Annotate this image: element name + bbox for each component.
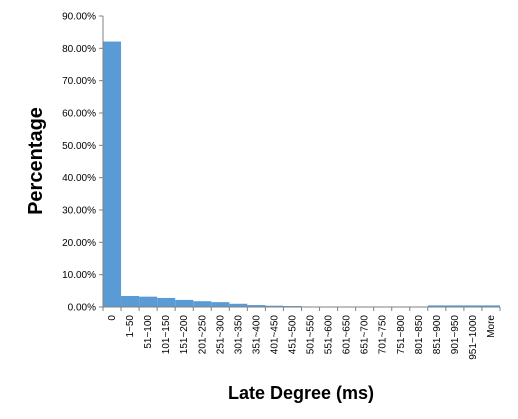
bar-351-400 — [247, 305, 266, 307]
x-tick-label: 751~800 — [396, 315, 407, 355]
x-tick-label: 351~400 — [251, 315, 262, 355]
x-tick-label: 451~500 — [287, 315, 298, 355]
x-tick-label: 0 — [107, 315, 118, 321]
bar-0 — [103, 41, 122, 307]
x-tick-label: 251~300 — [215, 315, 226, 355]
bar-951-1000 — [463, 305, 482, 307]
bar-151-200 — [175, 299, 194, 307]
y-tick-label: 40.00% — [62, 173, 96, 184]
bar-401-450 — [265, 305, 284, 307]
y-tick-label: 90.00% — [62, 12, 96, 23]
bar-301-350 — [229, 303, 248, 307]
x-tick-label: 201~250 — [197, 315, 208, 355]
x-tick-label: 301~350 — [233, 315, 244, 355]
x-tick-label: 901~950 — [450, 315, 461, 355]
bar-More — [481, 305, 500, 307]
bar-1-50 — [121, 296, 140, 307]
y-tick-label: 60.00% — [62, 109, 96, 120]
x-tick-label: 51~100 — [143, 315, 154, 349]
bar-201-250 — [193, 301, 212, 307]
x-tick-label: 801~850 — [414, 315, 425, 355]
bar-901-950 — [445, 305, 464, 307]
x-tick-label: 551~600 — [324, 315, 335, 355]
y-tick-label: 0.00% — [68, 303, 96, 314]
x-tick-label: 951~1000 — [468, 315, 479, 360]
y-tick-label: 20.00% — [62, 238, 96, 249]
bar-251-300 — [211, 302, 230, 307]
x-axis-tick-labels: 0 1~50 51~100 101~150 151~200 201~250 251~300 3… — [102, 307, 501, 360]
x-tick-label: 701~750 — [378, 315, 389, 355]
y-tick-label: 80.00% — [62, 44, 96, 55]
y-tick-label: 10.00% — [62, 270, 96, 281]
x-tick-label: 851~900 — [432, 315, 443, 355]
x-tick-label: 651~700 — [360, 315, 371, 355]
y-axis-title: Percentage — [25, 107, 47, 215]
y-axis-ticks: 0.00% 10.00% 20.00% 30.00% 40.00% 50.00% 60.00… — [62, 12, 103, 314]
x-tick-label: 101~150 — [161, 315, 172, 355]
x-tick-label: 401~450 — [269, 315, 280, 355]
x-tick-label: 501~550 — [306, 315, 317, 355]
x-axis-title: Late Degree (ms) — [228, 383, 374, 403]
bar-101-150 — [157, 297, 176, 307]
x-tick-label: 151~200 — [179, 315, 190, 355]
bar-851-900 — [427, 305, 446, 307]
y-tick-label: 70.00% — [62, 76, 96, 87]
x-tick-label: More — [486, 315, 497, 338]
y-tick-label: 50.00% — [62, 141, 96, 152]
x-tick-label: 601~650 — [342, 315, 353, 355]
x-tick-label: 1~50 — [125, 315, 136, 338]
bar-51-100 — [139, 296, 158, 307]
bars — [103, 41, 500, 308]
y-tick-label: 30.00% — [62, 206, 96, 217]
